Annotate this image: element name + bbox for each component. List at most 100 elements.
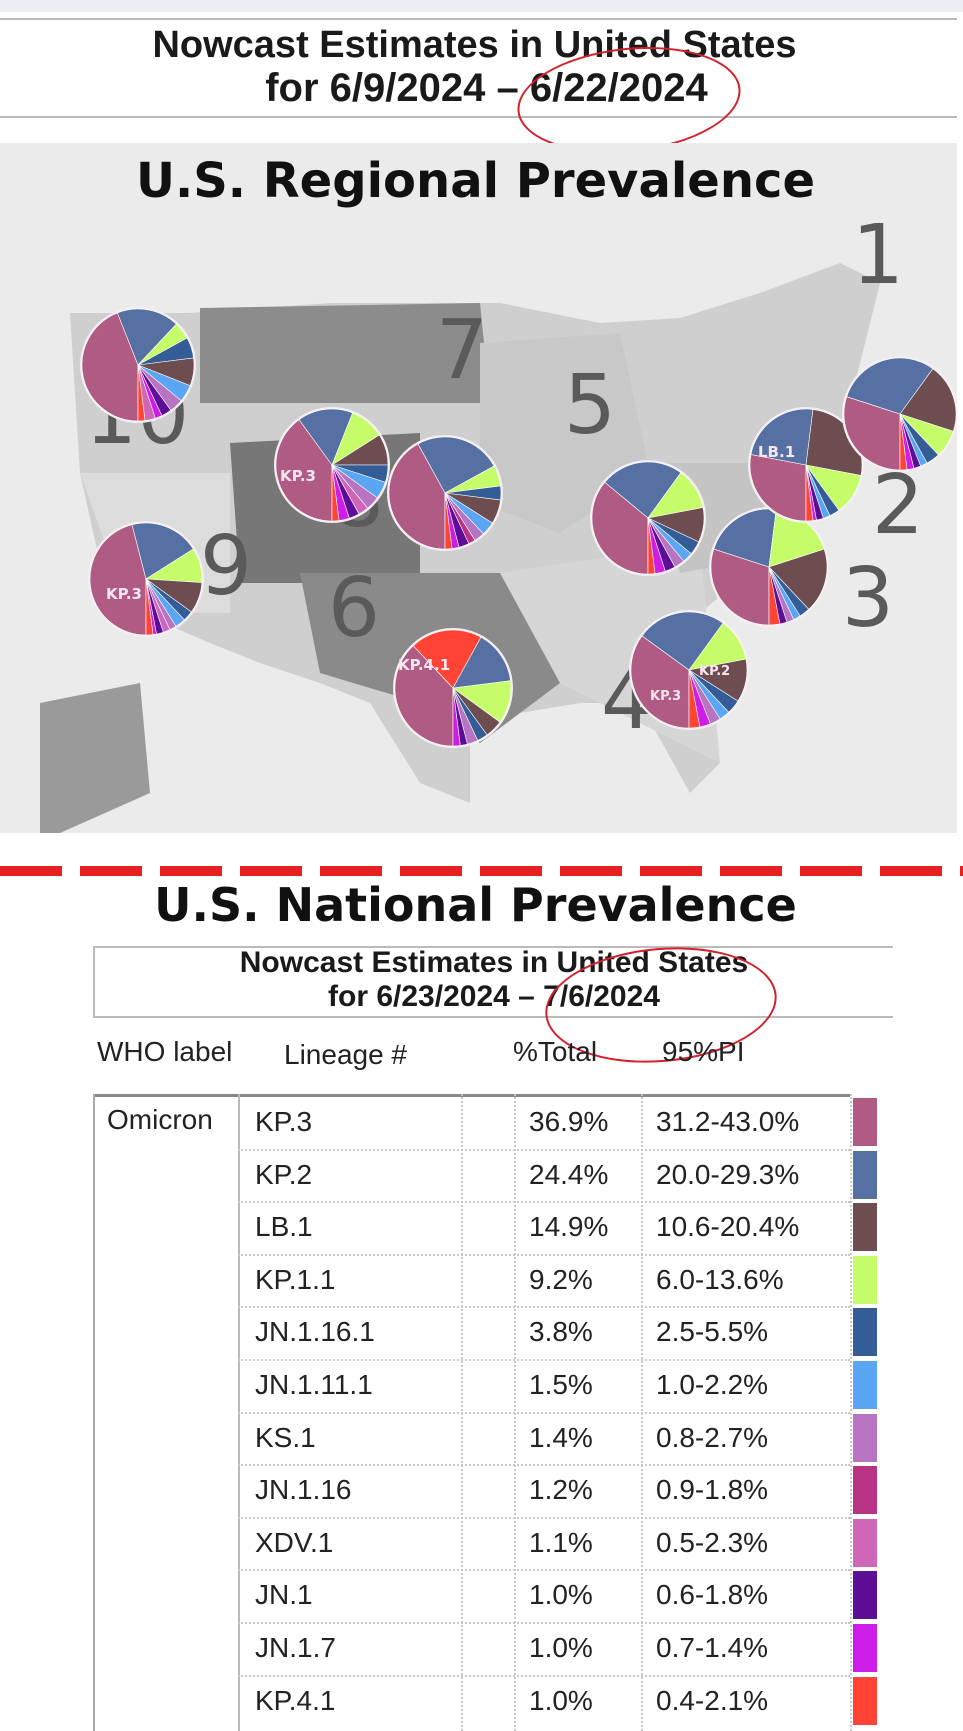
- pie-slice: [275, 419, 333, 522]
- color-swatch: [853, 1676, 877, 1725]
- pi-cell: 31.2-43.0%: [656, 1106, 800, 1137]
- table-row: KP.1.1 9.2% 6.0-13.6%: [93, 1254, 883, 1306]
- pie-region-8: [274, 407, 390, 523]
- pie-slice: [452, 687, 461, 747]
- table-row: JN.1 1.0% 0.6-1.8%: [93, 1569, 883, 1621]
- row-divider: [238, 1516, 850, 1519]
- col-header-who: WHO label: [97, 1036, 233, 1067]
- table-col-divider-5: [850, 1094, 852, 1731]
- region-number-6: 6: [328, 561, 380, 656]
- lineage-cell: KS.1: [255, 1421, 316, 1453]
- regional-heading: U.S. Regional Prevalence: [135, 153, 816, 209]
- pie-slice: [591, 481, 649, 575]
- pie-slice: [688, 669, 701, 729]
- pie-slice: [444, 492, 453, 550]
- pie-slice: [899, 368, 957, 432]
- color-swatch: [853, 1624, 877, 1672]
- pie-slice: [388, 443, 446, 550]
- pie-region-9: [88, 521, 204, 637]
- lineage-cell: JN.1.11.1: [255, 1369, 373, 1400]
- pie-region-7: [387, 435, 503, 551]
- pie-label: LB.1: [758, 443, 795, 461]
- pie-slice: [768, 548, 828, 610]
- pie-slice: [899, 413, 908, 471]
- row-divider: [238, 1359, 850, 1361]
- pct-cell: 1.0%: [529, 1632, 593, 1663]
- top-title-line1: Nowcast Estimates in United States: [152, 24, 797, 66]
- pi-cell: 0.6-1.8%: [656, 1579, 769, 1611]
- lineage-cell: JN.1.7: [255, 1632, 336, 1663]
- row-divider: [238, 1306, 850, 1309]
- color-swatch: [853, 1308, 877, 1357]
- pie-slice: [846, 357, 934, 415]
- row-divider: [238, 1253, 850, 1256]
- color-swatch: [853, 1361, 877, 1409]
- color-swatch: [853, 1466, 877, 1515]
- regional-map: 1 2 3 4 5 6 7 8 9 10 KP.3KP.3KP.4.1KP.3K…: [0, 143, 957, 833]
- pie-slice: [647, 517, 656, 575]
- pie-region-4: [629, 610, 749, 730]
- alaska-shape: [40, 683, 150, 833]
- pie-region-2: [748, 407, 864, 523]
- lineage-cell: JN.1.16.1: [255, 1316, 375, 1348]
- pie-region-5: [590, 460, 706, 576]
- top-strip: [0, 0, 963, 12]
- pie-region-10: [80, 307, 196, 423]
- table-row: KP.4.1 1.0% 0.4-2.1%: [93, 1675, 883, 1727]
- row-divider: [238, 1674, 850, 1677]
- pie-region-6: [393, 628, 513, 748]
- pie-slice: [749, 454, 807, 522]
- top-title-line2: for 6/9/2024 – 6/22/2024: [265, 66, 708, 110]
- pie-slice: [768, 566, 781, 626]
- pie-slice: [452, 636, 511, 689]
- pie-slice: [750, 408, 814, 466]
- col-header-pct: %Total: [513, 1036, 598, 1067]
- pie-label: KP.3: [650, 689, 681, 704]
- table-top-border: [93, 1094, 850, 1097]
- pie-slice: [298, 408, 354, 466]
- pi-cell: 0.8-2.7%: [656, 1421, 769, 1453]
- color-swatch: [853, 1413, 877, 1462]
- pct-cell: 36.9%: [529, 1106, 609, 1137]
- table-row: KS.1 1.4% 0.8-2.7%: [93, 1412, 883, 1464]
- table-row: JN.1.7 1.0% 0.7-1.4%: [93, 1622, 883, 1674]
- regional-pies: KP.3 KP.3 KP.4.1 KP.3 KP.2 LB.1: [80, 307, 957, 748]
- pi-cell: 20.0-29.3%: [656, 1158, 800, 1190]
- region-number-7: 7: [436, 303, 488, 398]
- pi-cell: 0.5-2.3%: [656, 1526, 769, 1558]
- pie-slice: [710, 548, 770, 626]
- pct-cell: 1.0%: [529, 1684, 593, 1716]
- pct-cell: 9.2%: [529, 1263, 593, 1295]
- table-row: KP.2 24.4% 20.0-29.3%: [93, 1149, 883, 1201]
- pie-slice: [331, 464, 340, 522]
- pi-cell: 10.6-20.4%: [656, 1211, 800, 1243]
- region-7-shape: [200, 303, 490, 403]
- table-left-border: [93, 1094, 95, 1731]
- lineage-cell: KP.2: [255, 1158, 313, 1190]
- row-divider: [238, 1148, 850, 1151]
- pct-cell: 3.8%: [529, 1316, 593, 1348]
- table-row: JN.1.16 1.2% 0.9-1.8%: [93, 1464, 883, 1516]
- pie-slice: [412, 629, 482, 689]
- region-number-9: 9: [200, 519, 252, 614]
- lineage-cell: JN.1.16: [255, 1474, 352, 1506]
- table-title-box: Nowcast Estimates in United States for 6…: [93, 946, 893, 1018]
- region-number-3: 3: [842, 551, 894, 646]
- pie-slice: [641, 611, 724, 671]
- pie-slice: [630, 635, 690, 729]
- pie-slice: [131, 522, 194, 580]
- pie-slice: [843, 396, 901, 471]
- pie-slice: [81, 312, 139, 422]
- table-title-line2: for 6/23/2024 – 7/6/2024: [328, 980, 660, 1013]
- pi-cell: 0.4-2.1%: [656, 1684, 769, 1716]
- pie-slice: [145, 578, 154, 636]
- row-divider: [238, 1464, 850, 1467]
- table-row: KP.3 36.9% 31.2-43.0%: [93, 1096, 883, 1148]
- lineage-cell: KP.3: [255, 1106, 313, 1137]
- table-row: JN.1.11.1 1.5% 1.0-2.2%: [93, 1359, 883, 1411]
- lineage-cell: KP.1.1: [255, 1263, 336, 1295]
- pi-cell: 0.9-1.8%: [656, 1474, 769, 1506]
- pct-cell: 24.4%: [529, 1158, 609, 1190]
- region-number-2: 2: [872, 458, 924, 553]
- pie-label: KP.3: [280, 467, 316, 485]
